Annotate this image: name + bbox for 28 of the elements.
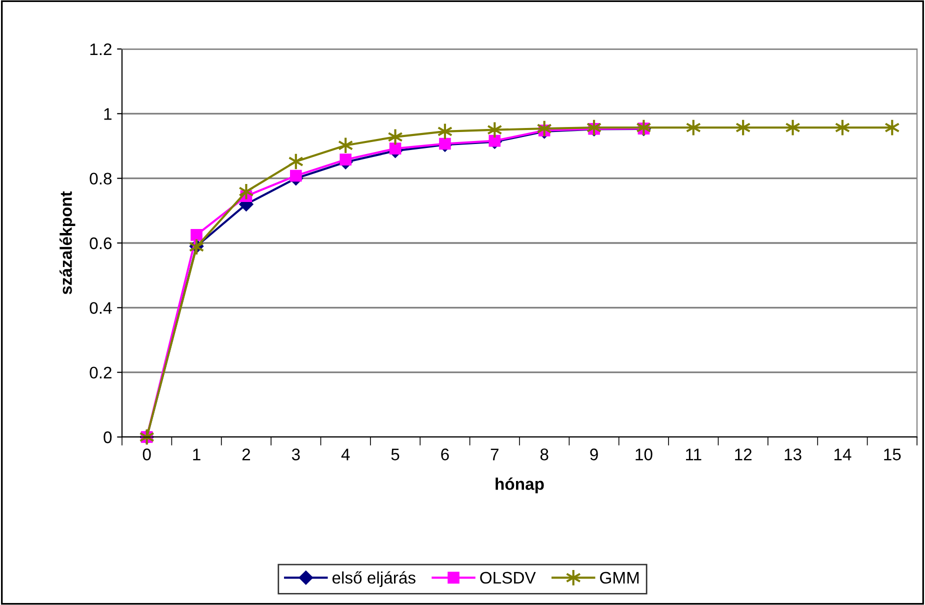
x-tick-label: 11 bbox=[686, 448, 702, 460]
x-tick-label: 10 bbox=[636, 448, 652, 460]
x-tick-label: 7 bbox=[490, 448, 498, 460]
legend-label: GMM bbox=[600, 572, 639, 584]
y-tick-label: 0.8 bbox=[90, 172, 112, 185]
x-tick-label: 0 bbox=[142, 448, 151, 460]
x-tick-label: 3 bbox=[292, 448, 300, 460]
x-tick-label: 1 bbox=[193, 448, 200, 460]
y-tick-label: 0 bbox=[104, 431, 112, 444]
x-tick-label: 9 bbox=[590, 448, 598, 460]
legend-label: első eljárás bbox=[332, 571, 416, 587]
x-tick-label: 13 bbox=[784, 448, 802, 460]
x-tick-label: 4 bbox=[341, 448, 350, 460]
y-tick-label: 1.2 bbox=[90, 43, 112, 56]
x-tick-label: 15 bbox=[884, 448, 901, 460]
x-tick-label: 2 bbox=[242, 448, 250, 460]
y-tick-label: 0.2 bbox=[90, 366, 112, 379]
x-tick-label: 8 bbox=[540, 448, 548, 460]
y-tick-label: 1 bbox=[104, 108, 112, 120]
x-tick-label: 6 bbox=[441, 448, 449, 460]
y-tick-label: 0.4 bbox=[90, 302, 112, 314]
legend-label: OLSDV bbox=[480, 572, 536, 584]
x-axis-title: hónap bbox=[496, 478, 544, 494]
y-axis-title: százalékpont bbox=[60, 191, 76, 294]
x-tick-label: 14 bbox=[834, 448, 852, 460]
x-tick-label: 12 bbox=[735, 448, 752, 460]
x-tick-label: 5 bbox=[391, 448, 400, 460]
y-tick-label: 0.6 bbox=[90, 237, 112, 250]
